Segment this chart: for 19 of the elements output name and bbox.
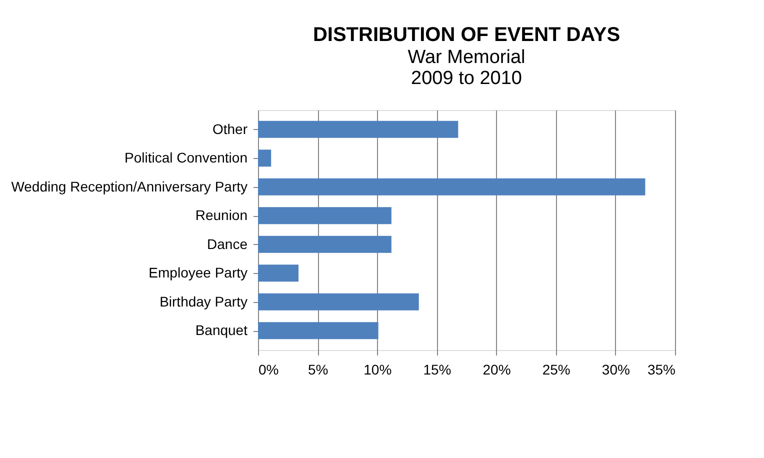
y-tick-label: Banquet bbox=[195, 322, 248, 338]
text: War Memorial bbox=[408, 47, 526, 68]
y-tick-label: Wedding Reception/Anniversary Party bbox=[11, 178, 248, 194]
y-tick-label: Birthday Party bbox=[160, 293, 248, 310]
y-tick-label: Other bbox=[212, 120, 248, 137]
y-tick-label: Employee Party bbox=[148, 264, 248, 281]
x-tick-label: 35% bbox=[647, 362, 676, 378]
y-tick-label: Dance bbox=[207, 236, 248, 252]
x-tick-label: 20% bbox=[482, 362, 511, 378]
x-tick-label: 30% bbox=[602, 362, 630, 378]
x-tick-label: 0% bbox=[258, 362, 279, 378]
y-tick-label: Political Convention bbox=[124, 150, 248, 166]
x-tick-label: 25% bbox=[542, 362, 570, 378]
y-tick-label: Reunion bbox=[195, 207, 248, 224]
x-tick-label: 15% bbox=[423, 362, 452, 378]
text: 2009 to 2010 bbox=[411, 68, 522, 89]
x-tick-label: 5% bbox=[308, 362, 328, 378]
x-tick-label: 10% bbox=[364, 362, 392, 378]
chart-title: DISTRIBUTION OF EVENT DAYS bbox=[312, 24, 620, 46]
